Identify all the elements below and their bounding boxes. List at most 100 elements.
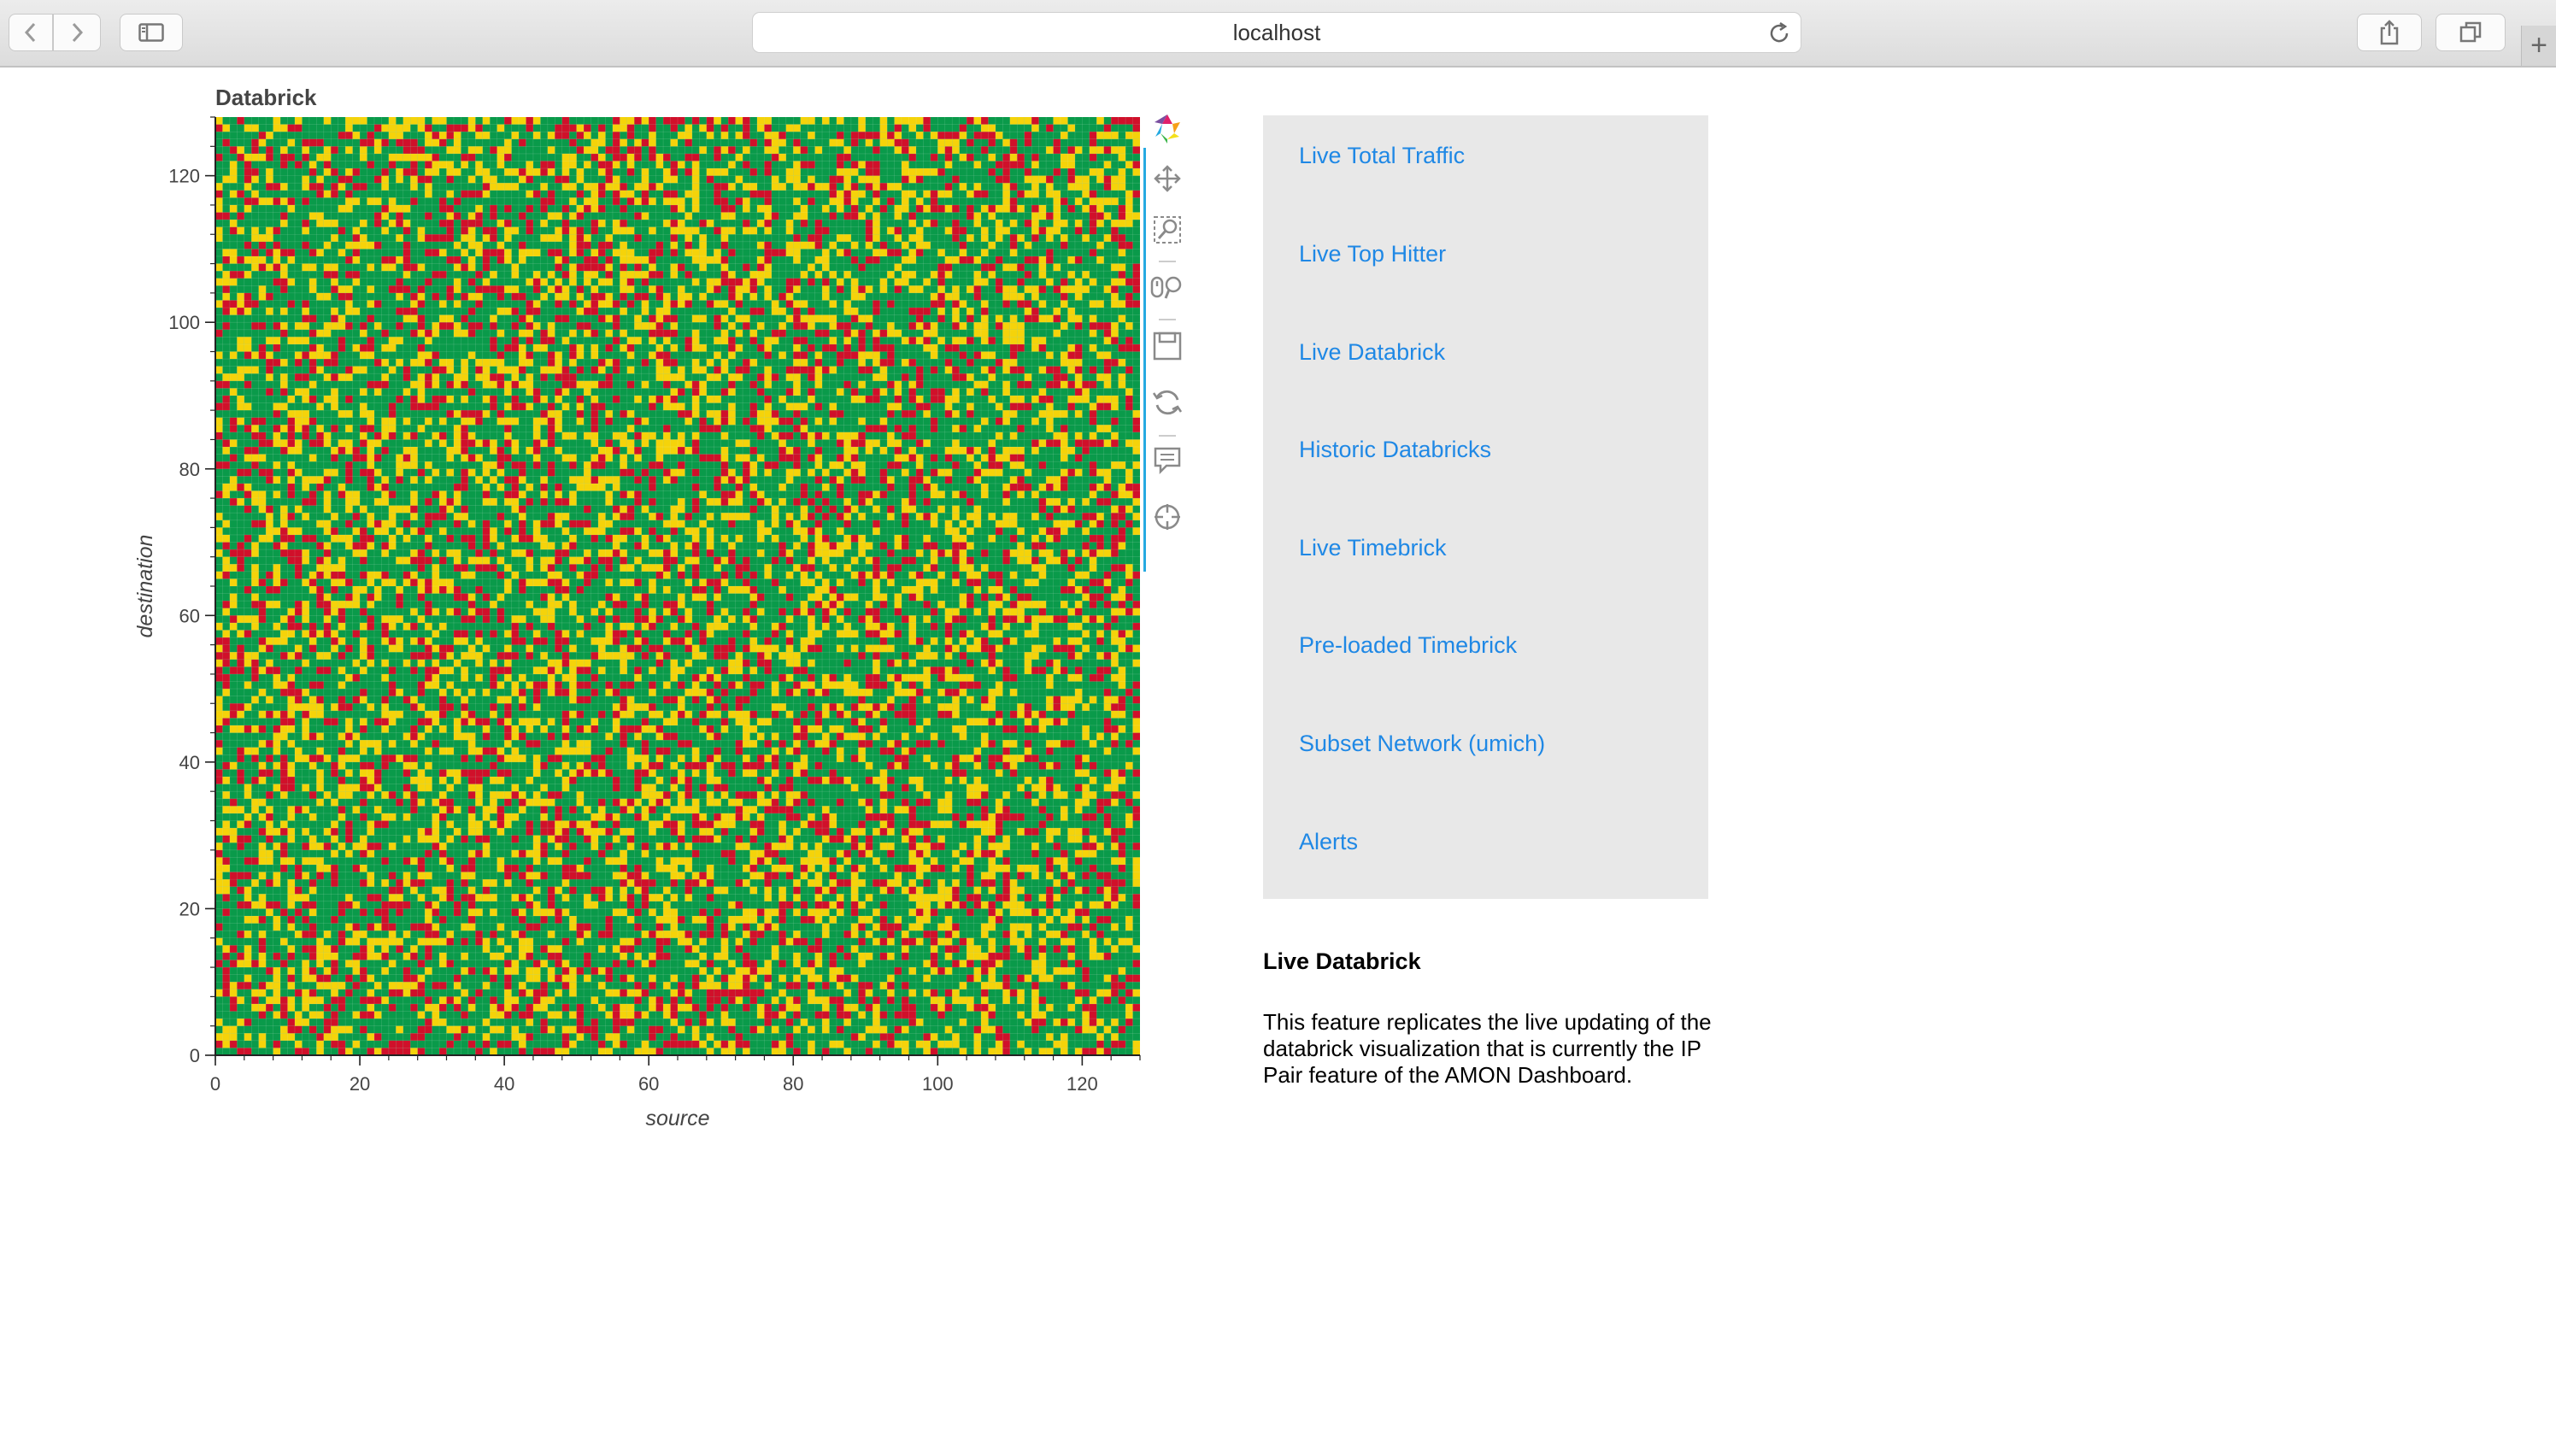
heatmap-cell	[793, 974, 801, 983]
heatmap-cell	[814, 490, 823, 499]
heatmap-cell	[222, 249, 230, 256]
heatmap-cell	[649, 725, 656, 733]
heatmap-cell	[222, 255, 230, 264]
heatmap-cell	[215, 300, 223, 308]
heatmap-cell	[598, 461, 606, 469]
heatmap-cell	[273, 183, 281, 191]
heatmap-cell	[822, 1003, 830, 1012]
heatmap-cell	[273, 622, 281, 631]
heatmap-cell	[605, 476, 613, 484]
sidebar-toggle-button[interactable]	[120, 14, 183, 51]
heatmap-cell	[720, 461, 729, 469]
heatmap-cell	[287, 982, 295, 989]
heatmap-cell	[814, 329, 823, 338]
heatmap-cell	[749, 586, 757, 594]
heatmap-cell	[655, 747, 664, 755]
heatmap-cell	[222, 402, 230, 411]
heatmap-cell	[417, 879, 426, 887]
heatmap-cell	[323, 322, 332, 330]
heatmap-cell	[771, 1040, 779, 1048]
heatmap-cell	[649, 146, 656, 154]
heatmap-cell	[634, 578, 642, 586]
databrick-heatmap[interactable]: 0 20 40 60 80 100 120020406080100120sourcedest…	[0, 68, 1145, 1144]
heatmap-cell	[591, 842, 599, 850]
heatmap-cell	[490, 527, 497, 535]
heatmap-cell	[720, 468, 729, 477]
heatmap-cell	[439, 886, 447, 895]
heatmap-cell	[764, 652, 772, 660]
heatmap-cell	[793, 937, 801, 946]
heatmap-cell	[785, 300, 794, 308]
heatmap-cell	[771, 132, 779, 139]
heatmap-cell	[634, 777, 642, 784]
heatmap-cell	[584, 747, 591, 755]
heatmap-cell	[793, 454, 801, 462]
heatmap-cell	[612, 447, 620, 455]
heatmap-cell	[526, 989, 533, 997]
heatmap-cell	[756, 527, 765, 535]
heatmap-cell	[215, 351, 223, 360]
heatmap-cell	[280, 520, 288, 528]
heatmap-cell	[360, 432, 367, 440]
heatmap-cell	[511, 747, 520, 755]
back-button[interactable]	[9, 14, 53, 51]
heatmap-cell	[215, 124, 223, 132]
address-bar[interactable]: localhost	[752, 12, 1801, 53]
heatmap-cell	[670, 168, 678, 176]
heatmap-cell	[532, 285, 541, 293]
heatmap-cell	[511, 373, 520, 381]
heatmap-cell	[381, 212, 389, 220]
heatmap-cell	[331, 644, 338, 653]
heatmap-cell	[352, 931, 361, 938]
heatmap-cell	[215, 183, 223, 191]
heatmap-cell	[620, 226, 627, 235]
heatmap-cell	[771, 520, 779, 528]
heatmap-cell	[620, 439, 627, 448]
heatmap-cell	[785, 285, 794, 293]
heatmap-cell	[360, 586, 367, 594]
heatmap-cell	[258, 322, 267, 330]
heatmap-cell	[526, 901, 533, 909]
reload-icon[interactable]	[1766, 21, 1792, 46]
tab-overview-button[interactable]	[2436, 14, 2506, 51]
heatmap-cell	[785, 872, 794, 880]
heatmap-cell	[388, 718, 397, 725]
heatmap-cell	[467, 175, 476, 184]
heatmap-cell	[641, 761, 649, 770]
heatmap-cell	[561, 689, 570, 696]
heatmap-cell	[294, 468, 303, 477]
heatmap-cell	[822, 813, 830, 821]
heatmap-cell	[410, 761, 418, 770]
heatmap-cell	[555, 483, 562, 491]
heatmap-cell	[294, 931, 303, 938]
heatmap-cell	[475, 908, 483, 917]
heatmap-cell	[779, 454, 786, 462]
heatmap-cell	[308, 454, 317, 462]
heatmap-cell	[388, 117, 397, 125]
heatmap-cell	[626, 337, 635, 344]
heatmap-cell	[756, 1003, 765, 1012]
heatmap-cell	[691, 761, 700, 770]
heatmap-cell	[345, 373, 353, 381]
heatmap-cell	[814, 908, 823, 917]
heatmap-cell	[519, 1040, 526, 1048]
new-tab-button[interactable]: +	[2521, 26, 2556, 66]
heatmap-cell	[808, 820, 815, 829]
heatmap-cell	[360, 138, 367, 147]
heatmap-cell	[490, 373, 497, 381]
heatmap-cell	[678, 916, 685, 924]
heatmap-cell	[215, 380, 223, 389]
heatmap-cell	[540, 498, 548, 506]
forward-button[interactable]	[53, 14, 101, 51]
heatmap-cell	[612, 483, 620, 491]
heatmap-cell	[663, 168, 671, 176]
heatmap-cell	[308, 1025, 317, 1034]
heatmap-cell	[316, 798, 324, 807]
heatmap-cell	[396, 982, 403, 989]
heatmap-cell	[598, 520, 606, 528]
share-button[interactable]	[2357, 14, 2422, 51]
heatmap-cell	[251, 447, 259, 455]
heatmap-cell	[266, 835, 273, 843]
heatmap-cell	[425, 351, 432, 360]
heatmap-cell	[714, 952, 721, 960]
